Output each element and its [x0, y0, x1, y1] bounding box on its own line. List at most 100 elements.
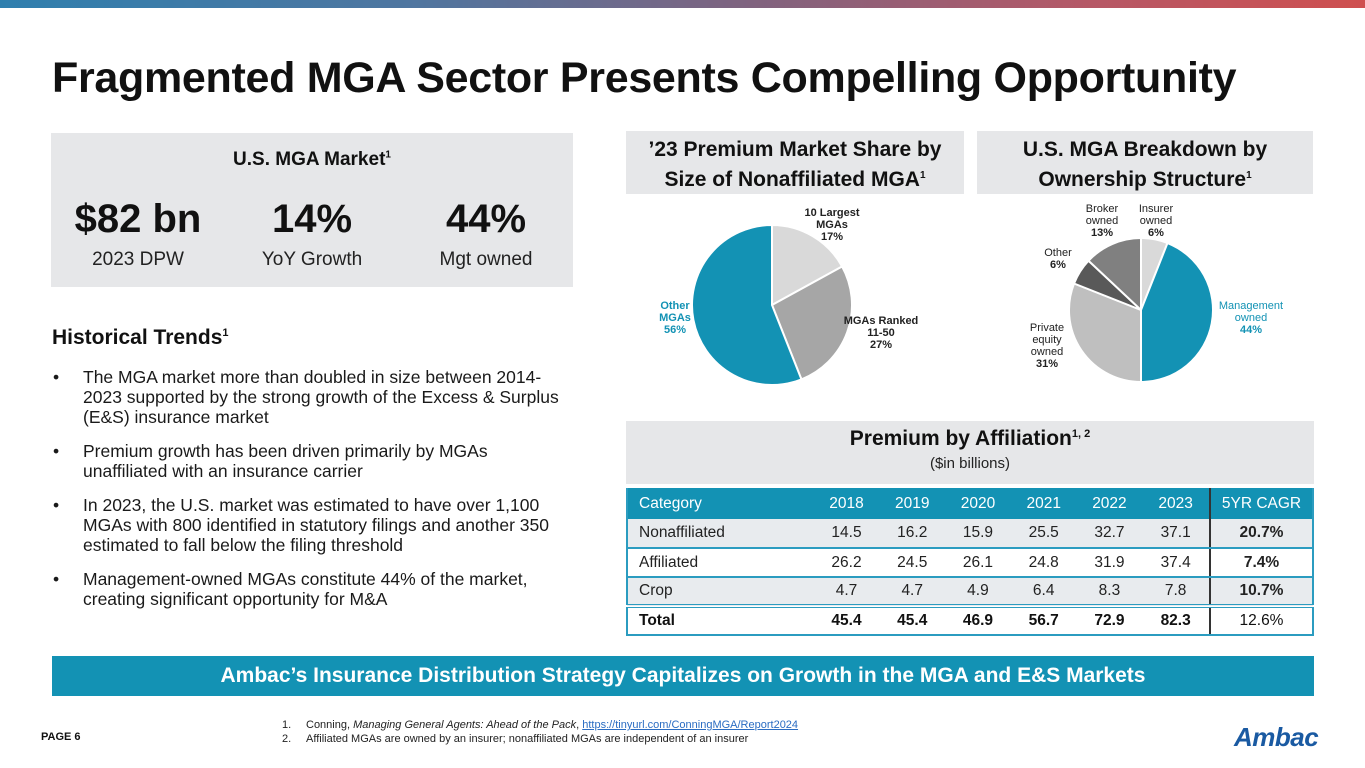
footnote-ref: 1	[385, 149, 391, 161]
table-cell: 32.7	[1076, 519, 1143, 549]
slice-value: 6%	[1050, 259, 1066, 271]
column-header: 2023	[1142, 488, 1210, 519]
slice-label: Other MGAs	[659, 300, 691, 324]
table-row: Crop 4.7 4.7 4.9 6.4 8.3 7.8 10.7%	[627, 577, 1313, 607]
column-header: 2022	[1076, 488, 1143, 519]
pie-slice-10-largest-mgas	[771, 223, 844, 307]
affiliation-title-text: Premium by Affiliation	[849, 427, 1072, 450]
table-cell: 25.5	[1010, 519, 1077, 549]
affiliation-subtitle: ($in billions)	[929, 455, 1011, 472]
table-cell: 4.7	[879, 577, 946, 607]
trend-bullet: Premium growth has been driven primarily…	[52, 441, 572, 481]
trend-bullet: Management-owned MGAs constitute 44% of …	[52, 569, 572, 609]
table-header-row: Category 2018 2019 2020 2021 2022 2023 5YR CAGR	[627, 488, 1313, 519]
table-cell: 72.9	[1076, 604, 1143, 636]
pie-label-other: Other 6%	[1040, 247, 1076, 271]
table-cell: 12.6%	[1209, 604, 1313, 636]
trends-heading-text: Historical Trends	[52, 326, 223, 349]
column-header: 5YR CAGR	[1209, 488, 1313, 519]
pie-slice-mgas-ranked-11-50	[770, 265, 853, 381]
pie-label-other-mgas: Other MGAs 56%	[652, 300, 698, 336]
pie-slice-management-owned	[1140, 241, 1214, 384]
slice-value: 27%	[869, 339, 893, 351]
slice-label: Private equity owned	[1029, 322, 1065, 358]
footnote-index: 2.	[282, 733, 292, 745]
top-gradient-bar	[0, 0, 1365, 8]
table-cell: 10.7%	[1209, 577, 1313, 607]
footnote-separator: ,	[576, 719, 583, 731]
table-cell: 4.9	[945, 577, 1011, 607]
pie-label-10-largest: 10 Largest MGAs 17%	[790, 207, 874, 243]
table-cell: 6.4	[1010, 577, 1077, 607]
row-label: Affiliated	[627, 548, 814, 578]
stat-dpw: $82 bn 2023 DPW	[51, 195, 225, 271]
pie-slice-private-equity-owned	[1068, 282, 1142, 384]
ownership-heading-text: U.S. MGA Breakdown by Ownership Structur…	[1022, 138, 1268, 191]
slice-value: 44%	[1239, 324, 1263, 336]
stat-label: Mgt owned	[439, 249, 533, 270]
table-cell: 15.9	[945, 519, 1011, 549]
table-cell: 24.5	[879, 548, 946, 578]
pie-label-ranked-11-50: MGAs Ranked 11-50 27%	[840, 315, 922, 351]
table-row: Total 45.4 45.4 46.9 56.7 72.9 82.3 12.6%	[627, 604, 1313, 636]
page-title: Fragmented MGA Sector Presents Compellin…	[52, 54, 1237, 102]
row-label: Total	[627, 604, 814, 636]
slice-value: 6%	[1148, 227, 1164, 239]
slice-value: 13%	[1090, 227, 1114, 239]
table-cell: 37.4	[1142, 548, 1210, 578]
column-header: 2018	[813, 488, 880, 519]
table-cell: 7.8	[1142, 577, 1210, 607]
table-cell: 45.4	[813, 604, 880, 636]
strategy-banner: Ambac’s Insurance Distribution Strategy …	[52, 656, 1314, 696]
table-cell: 14.5	[813, 519, 880, 549]
market-title-text: U.S. MGA Market	[233, 149, 386, 170]
trend-bullet: The MGA market more than doubled in size…	[52, 367, 572, 427]
table-cell: 31.9	[1076, 548, 1143, 578]
table-cell: 26.1	[945, 548, 1011, 578]
stat-value: 44%	[445, 197, 527, 241]
stat-label: 2023 DPW	[92, 249, 184, 270]
slice-label: 10 Largest MGAs	[804, 207, 860, 231]
table-cell: 8.3	[1076, 577, 1143, 607]
footnote-link[interactable]: https://tinyurl.com/ConningMGA/Report202…	[582, 719, 799, 731]
trends-list: The MGA market more than doubled in size…	[52, 367, 572, 623]
stat-value: 14%	[271, 197, 353, 241]
footnote-index: 1.	[282, 719, 292, 731]
table-cell: 4.7	[813, 577, 880, 607]
pie-label-insurer-owned: Insurer owned 6%	[1134, 203, 1178, 239]
column-header: 2020	[945, 488, 1011, 519]
footnotes: 1. Conning, Managing General Agents: Ahea…	[282, 718, 798, 746]
footnote-1: 1. Conning, Managing General Agents: Ahea…	[282, 718, 798, 732]
footnote-2: 2. Affiliated MGAs are owned by an insure…	[282, 732, 798, 746]
table-cell: 16.2	[879, 519, 946, 549]
market-share-heading: ’23 Premium Market Share by Size of Nona…	[626, 131, 964, 194]
stat-value: $82 bn	[74, 197, 202, 241]
table-cell: 7.4%	[1209, 548, 1313, 578]
table-row: Nonaffiliated 14.5 16.2 15.9 25.5 32.7 37.1 20.…	[627, 519, 1313, 549]
footnote-source-title: Managing General Agents: Ahead of the Pa…	[353, 719, 577, 731]
stat-mgt-owned: 44% Mgt owned	[399, 195, 573, 271]
table-cell: 24.8	[1010, 548, 1077, 578]
slice-label: Other	[1044, 247, 1072, 259]
market-summary-box: U.S. MGA Market1 $82 bn 2023 DPW 14% YoY…	[51, 133, 573, 287]
slice-label: Insurer owned	[1138, 203, 1174, 227]
affiliation-heading-box: Premium by Affiliation1, 2 ($in billions…	[626, 421, 1314, 484]
slice-label: Broker owned	[1085, 203, 1119, 227]
pie-slice-broker-owned	[1087, 236, 1142, 313]
table-cell: 82.3	[1142, 604, 1210, 636]
affiliation-title: Premium by Affiliation1, 2	[626, 427, 1314, 451]
table-row: Affiliated 26.2 24.5 26.1 24.8 31.9 37.4 7.4%	[627, 548, 1313, 578]
row-label: Crop	[627, 577, 814, 607]
slice-value: 56%	[663, 324, 687, 336]
pie-slice-other-mgas	[691, 223, 803, 386]
stat-label: YoY Growth	[261, 249, 363, 270]
table-cell: 26.2	[813, 548, 880, 578]
slice-label: Management owned	[1218, 300, 1284, 324]
ambac-logo: Ambac	[1234, 722, 1319, 752]
table-cell: 46.9	[945, 604, 1011, 636]
row-label: Nonaffiliated	[627, 519, 814, 549]
footnote-ref: 1, 2	[1071, 428, 1091, 440]
ownership-heading: U.S. MGA Breakdown by Ownership Structur…	[977, 131, 1313, 194]
column-header: Category	[627, 488, 814, 519]
table-cell: 45.4	[879, 604, 946, 636]
